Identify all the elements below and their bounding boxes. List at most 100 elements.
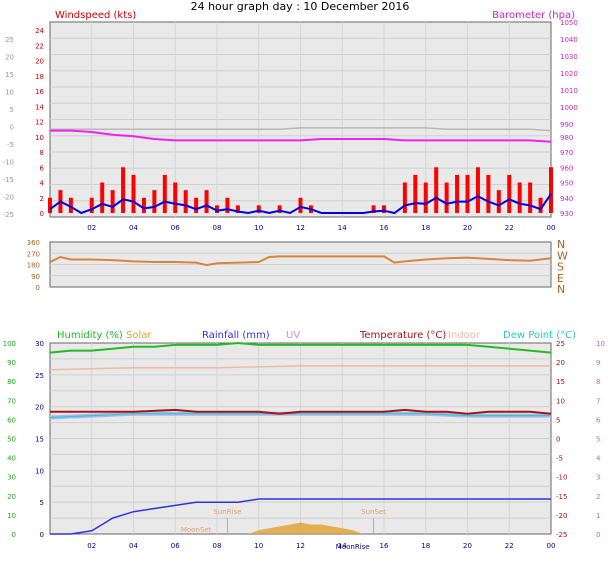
wind-gust-bar	[110, 190, 115, 213]
wind-gust-bar	[528, 182, 533, 213]
astro-marker-label: MoonRise	[336, 543, 370, 551]
uv-tick-label: 9	[596, 359, 600, 367]
wind-gust-bar	[141, 197, 146, 213]
wind-tick-label: 0	[40, 210, 44, 218]
temperature-tick-label: 15	[556, 378, 565, 386]
x-tick-label: 04	[129, 542, 138, 550]
legend-label: Rainfall (mm)	[202, 330, 270, 341]
x-tick-label: 20	[463, 542, 472, 550]
humidity-tick-label: 80	[7, 378, 16, 386]
uv-tick-label: 5	[596, 436, 600, 444]
wind-gust-bar	[194, 197, 199, 213]
temperature-tick-label: -15	[556, 493, 567, 501]
wind-gust-bar	[204, 190, 209, 213]
compass-label: E	[557, 272, 564, 285]
humidity-tick-label: 90	[7, 359, 16, 367]
compass-label: W	[557, 249, 568, 262]
x-tick-label: 12	[296, 542, 305, 550]
wind-gust-bar	[538, 197, 543, 213]
x-tick-label: 08	[213, 224, 222, 232]
wind-gust-bar	[371, 205, 376, 213]
rainfall-tick-label: 15	[35, 436, 44, 444]
temperature-tick-label: -25	[556, 531, 567, 539]
wind-gust-bar	[225, 197, 230, 213]
x-tick-label: 22	[505, 542, 514, 550]
legend-label: Indoor	[448, 330, 481, 341]
x-tick-label: 02	[87, 542, 96, 550]
wind-tick-label: 2	[40, 195, 44, 203]
wind-gust-bar	[298, 197, 303, 213]
baro-tick-label: 950	[560, 180, 573, 188]
x-tick-label: 20	[463, 224, 472, 232]
wind-gust-bar	[413, 174, 418, 213]
x-tick-label: 22	[505, 224, 514, 232]
outer-tick-label: 5	[10, 106, 14, 114]
outer-tick-label: -20	[3, 194, 14, 202]
wind-direction-line	[49, 255, 552, 267]
x-tick-label: 12	[296, 224, 305, 232]
rainfall-tick-label: 0	[40, 531, 44, 539]
wind-gust-bar	[235, 205, 240, 213]
humidity-tick-label: 60	[7, 416, 16, 424]
uv-tick-label: 7	[596, 397, 600, 405]
outer-tick-label: 20	[5, 54, 14, 62]
legend-label: UV	[286, 330, 300, 341]
baro-tick-label: 960	[560, 164, 573, 172]
wind-gust-bar	[486, 174, 491, 213]
baro-tick-label: 930	[560, 210, 573, 218]
temperature-line	[50, 408, 552, 415]
wind-tick-label: 20	[35, 58, 44, 66]
wind-tick-label: 6	[40, 164, 45, 172]
wind-gust-bar	[100, 182, 105, 213]
x-tick-label: 16	[380, 224, 389, 232]
uv-tick-label: 3	[596, 474, 600, 482]
wind-tick-label: 4	[40, 180, 45, 188]
compass-label: N	[557, 283, 565, 296]
uv-tick-label: 10	[596, 340, 605, 348]
outer-tick-label: -10	[3, 159, 14, 167]
wind-gust-bar	[215, 205, 219, 213]
astro-marker-label: MoonSet	[181, 526, 212, 534]
uv-tick-label: 2	[596, 493, 600, 501]
rainfall-tick-label: 5	[40, 499, 44, 507]
x-tick-label: 10	[254, 224, 263, 232]
direction-tick-label: 180	[27, 262, 40, 270]
outer-tick-label: 10	[5, 89, 14, 97]
wind-gust-bar	[48, 197, 52, 213]
baro-tick-label: 1020	[560, 70, 578, 78]
temperature-tick-label: 25	[556, 340, 565, 348]
baro-tick-label: 1010	[560, 87, 578, 95]
x-tick-label: 18	[421, 542, 430, 550]
wind-gust-bar	[465, 174, 470, 213]
wind-gust-bar	[152, 190, 157, 213]
barometer-line	[50, 129, 552, 143]
wind-average-line	[49, 193, 552, 215]
x-tick-label: 16	[380, 542, 389, 550]
wind-gust-bar	[89, 197, 94, 213]
outer-tick-label: 15	[5, 71, 14, 79]
x-tick-label: 04	[129, 224, 138, 232]
wind-gust-bar	[277, 205, 282, 213]
x-tick-label: 00	[547, 542, 556, 550]
wind-tick-label: 8	[40, 149, 44, 157]
barometer-max-line	[50, 127, 552, 132]
humidity-tick-label: 40	[7, 455, 16, 463]
wind-gust-bar	[475, 167, 480, 213]
baro-tick-label: 980	[560, 134, 573, 142]
temperature-tick-label: 10	[556, 397, 565, 405]
humidity-tick-label: 10	[7, 512, 16, 520]
wind-gust-bar	[549, 167, 553, 213]
baro-tick-label: 970	[560, 149, 573, 157]
humidity-tick-label: 20	[7, 493, 16, 501]
uv-tick-label: 4	[596, 455, 601, 463]
wind-axis-label: Windspeed (kts)	[55, 10, 136, 21]
wind-gust-bar	[68, 197, 73, 213]
legend-label: Solar	[126, 330, 152, 341]
wind-gust-bar	[507, 174, 512, 213]
wind-tick-label: 18	[35, 73, 44, 81]
wind-gust-bar	[423, 182, 428, 213]
astro-marker-label: SunRise	[213, 508, 241, 516]
humidity-tick-label: 70	[7, 397, 16, 405]
outer-tick-label: 25	[5, 36, 14, 44]
